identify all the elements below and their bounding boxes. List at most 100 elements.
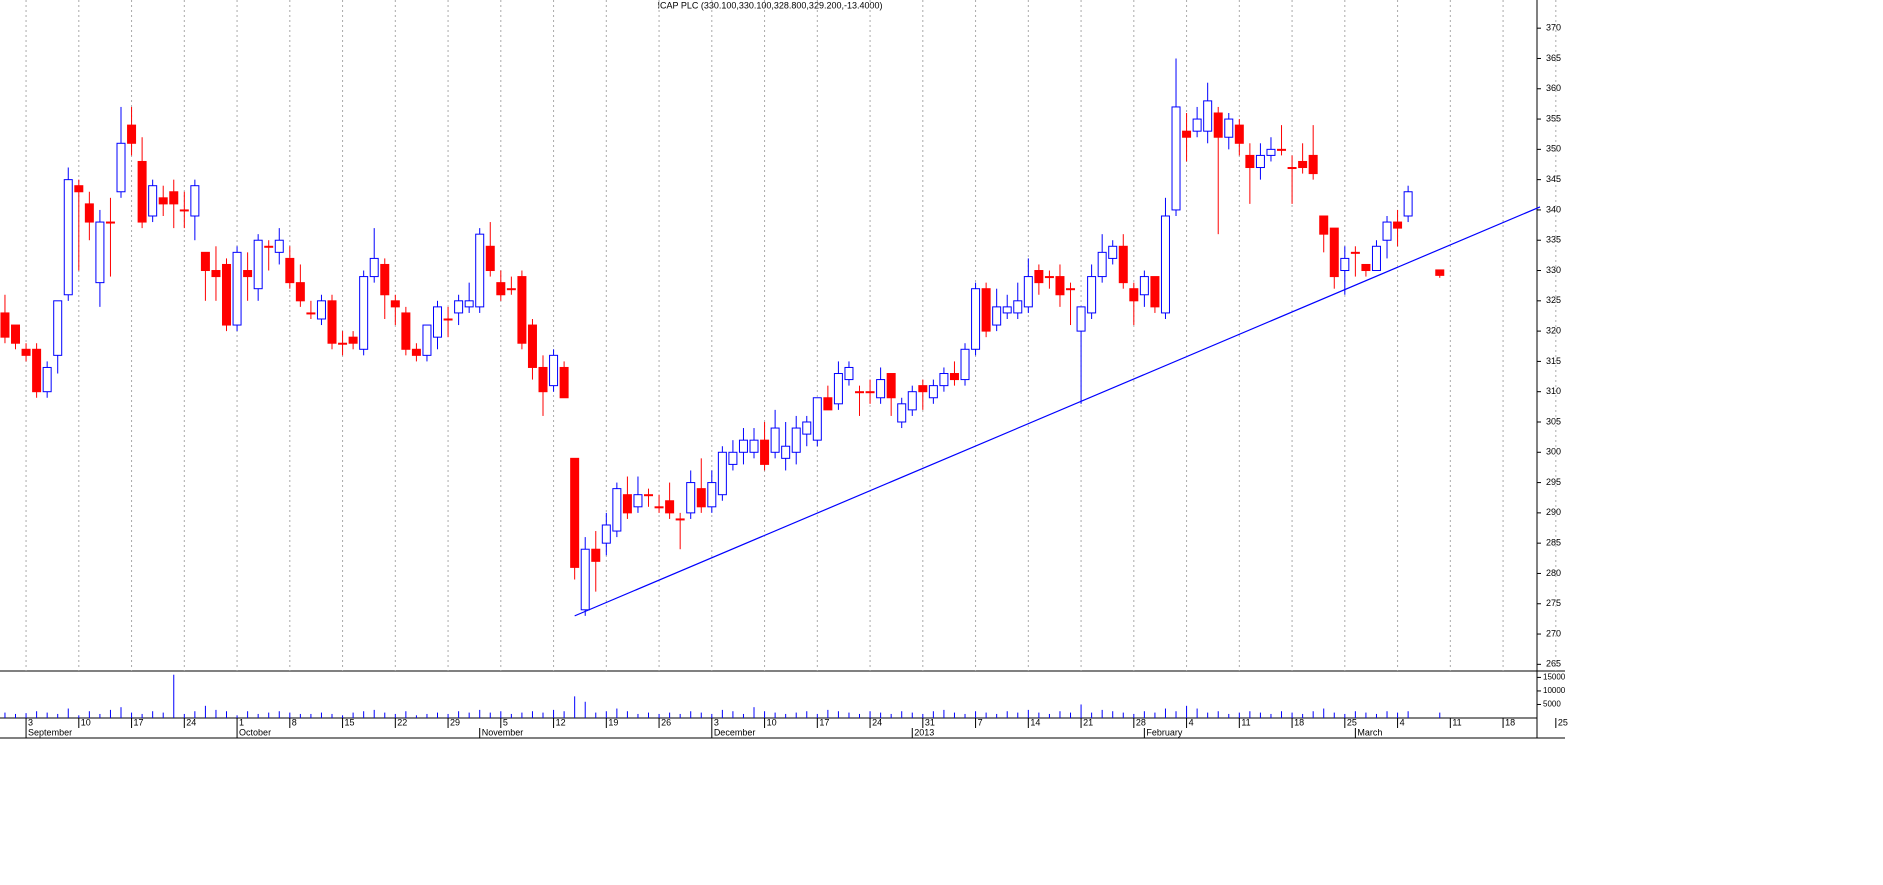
x-tick-label: 1	[239, 717, 244, 727]
candle-body	[1319, 215, 1329, 235]
candle-body	[1097, 251, 1107, 278]
x-tick-label: 3	[714, 717, 719, 727]
candle-body	[285, 257, 295, 284]
candle-body	[21, 348, 31, 356]
candle-body	[105, 221, 115, 224]
candle-body	[74, 185, 84, 193]
candle-body	[1382, 221, 1392, 241]
candle-body	[1192, 118, 1202, 132]
y-tick-label: 355	[1546, 113, 1561, 123]
candle-body	[295, 282, 305, 302]
candle-body	[844, 366, 854, 381]
candle-body	[802, 421, 812, 435]
candle-body	[1203, 100, 1213, 132]
candle-body	[1403, 191, 1413, 217]
candle-body	[538, 366, 548, 393]
x-tick-label: 17	[134, 717, 144, 727]
candle-body	[137, 160, 147, 223]
candle-body	[401, 312, 411, 350]
candle-body	[1013, 300, 1023, 314]
candle-body	[876, 379, 886, 399]
month-label: March	[1357, 727, 1382, 737]
y-tick-label: 365	[1546, 53, 1561, 63]
candle-body	[390, 300, 400, 308]
x-tick-label: 31	[925, 717, 935, 727]
candle-body	[981, 288, 991, 332]
candle-body	[359, 276, 369, 350]
candle-body	[559, 366, 569, 399]
candle-body	[1034, 270, 1044, 284]
candle-body	[1371, 245, 1381, 272]
candle-body	[127, 124, 137, 144]
candle-body	[116, 142, 126, 193]
candle-body	[644, 494, 654, 497]
candle-body	[665, 500, 675, 514]
candle-body	[992, 306, 1002, 326]
candle-body	[897, 403, 907, 423]
x-tick-label: 22	[397, 717, 407, 727]
candle-body	[433, 306, 443, 338]
trendline	[574, 206, 1541, 617]
y-tick-label: 310	[1546, 386, 1561, 396]
month-label: December	[714, 727, 756, 737]
x-tick-label: 3	[28, 717, 33, 727]
y-tick-label: 340	[1546, 204, 1561, 214]
candle-body	[1044, 276, 1054, 279]
candle-body	[274, 239, 284, 253]
candle-body	[1182, 130, 1192, 138]
candle-body	[1160, 215, 1170, 314]
x-tick-label: 26	[661, 717, 671, 727]
candle-body	[158, 197, 168, 205]
x-tick-label: 11	[1452, 717, 1461, 727]
candle-body	[1298, 160, 1308, 169]
y-tick-label: 320	[1546, 325, 1561, 335]
candle-body	[1224, 118, 1234, 138]
x-tick-label: 4	[1400, 717, 1405, 727]
candle-body	[1245, 154, 1255, 169]
y-tick-label: 295	[1546, 477, 1561, 487]
x-tick-label: 24	[186, 717, 196, 727]
x-tick-label: 24	[872, 717, 882, 727]
candle-body	[738, 439, 748, 453]
chart-title: ICAP PLC (330.100,330.100,328.800,329.20…	[657, 0, 882, 10]
candle-body	[422, 324, 432, 356]
candle-body	[1118, 245, 1128, 284]
candle-body	[517, 276, 527, 344]
candle-body	[338, 342, 348, 345]
candle-body	[855, 391, 865, 394]
candle-body	[1393, 221, 1403, 229]
volume-tick-label: 10000	[1543, 686, 1566, 695]
y-tick-label: 350	[1546, 144, 1561, 154]
candle-body	[696, 488, 706, 508]
month-label: September	[28, 727, 72, 737]
y-tick-label: 275	[1546, 598, 1561, 608]
candle-body	[1066, 288, 1076, 291]
candle-body	[1266, 148, 1276, 156]
candle-body	[633, 494, 643, 508]
x-tick-label: 15	[345, 717, 355, 727]
volume-tick-label: 5000	[1543, 700, 1561, 709]
candle-body	[1002, 306, 1012, 314]
y-tick-label: 290	[1546, 507, 1561, 517]
x-tick-label: 10	[81, 717, 91, 727]
x-tick-label: 5	[503, 717, 508, 727]
candle-body	[211, 270, 221, 278]
candle-body	[348, 336, 358, 344]
candle-body	[179, 209, 189, 212]
candle-body	[1329, 227, 1339, 278]
candle-body	[411, 348, 421, 356]
y-tick-label: 305	[1546, 416, 1561, 426]
x-tick-label: 8	[292, 717, 297, 727]
candle-body	[549, 354, 559, 387]
candle-body	[1234, 124, 1244, 144]
candle-body	[749, 439, 759, 453]
candle-body	[865, 391, 875, 394]
y-tick-label: 325	[1546, 295, 1561, 305]
candle-body	[264, 245, 274, 248]
candle-body	[464, 300, 474, 308]
y-tick-label: 265	[1546, 659, 1561, 669]
x-tick-label: 12	[556, 717, 566, 727]
candle-body	[686, 482, 696, 514]
candle-body	[222, 263, 232, 326]
candle-body	[675, 518, 685, 521]
